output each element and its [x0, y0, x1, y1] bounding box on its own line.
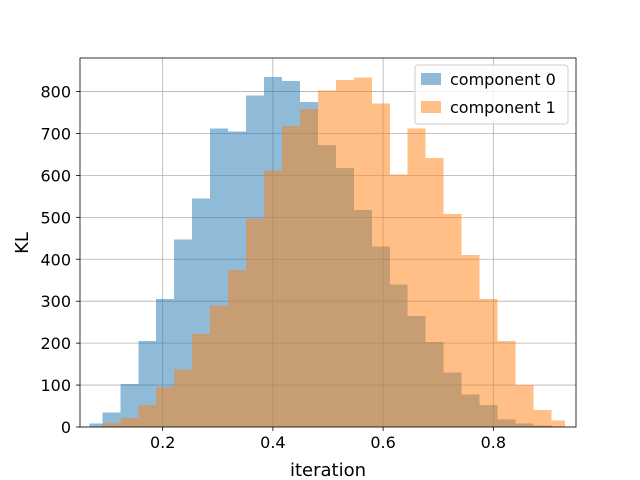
y-tick-label: 300 [40, 292, 71, 311]
plot-frame [79, 57, 577, 428]
bar-component-1 [246, 218, 265, 427]
bar-component-1 [228, 269, 247, 427]
legend-swatch-component-1 [421, 101, 441, 113]
legend-box [414, 64, 569, 125]
y-axis-label: KL [12, 232, 33, 254]
bar-component-1 [533, 410, 552, 427]
axis-ticks: 0.2 0.4 0.6 0.8 0 100 200 300 400 500 600 700 800 [40, 83, 506, 452]
bar-component-1 [371, 103, 390, 427]
bar-component-1 [210, 305, 229, 427]
y-tick-label: 400 [40, 250, 71, 269]
bar-component-1 [551, 420, 565, 427]
legend-label-component-1: component 1 [450, 98, 556, 117]
x-axis-label: iteration [290, 460, 366, 480]
bar-component-0 [120, 384, 139, 427]
bar-component-1 [353, 77, 372, 428]
bar-component-1 [299, 109, 318, 428]
y-tick-label: 800 [40, 83, 71, 102]
bar-component-0 [102, 412, 121, 427]
y-tick-label: 600 [40, 166, 71, 185]
y-tick-label: 700 [40, 124, 71, 143]
bar-component-1 [479, 299, 498, 427]
bar-component-1 [461, 255, 480, 427]
y-tick-label: 200 [40, 334, 71, 353]
bar-component-1 [443, 213, 462, 427]
bar-component-1 [407, 128, 426, 428]
bar-component-1 [515, 385, 534, 427]
x-tick-label: 0.4 [260, 433, 285, 452]
bar-component-1 [281, 125, 300, 428]
x-tick-label: 0.6 [370, 433, 395, 452]
bar-component-1 [174, 369, 193, 427]
y-tick-label: 0 [61, 418, 71, 437]
bar-component-1 [120, 417, 139, 427]
histogram-bars [89, 76, 565, 428]
bar-component-0 [89, 423, 103, 427]
x-tick-label: 0.8 [481, 433, 506, 452]
bar-component-1 [425, 157, 444, 427]
bar-component-1 [138, 404, 157, 427]
bar-component-1 [335, 79, 354, 428]
legend-swatch-component-0 [421, 73, 441, 85]
bar-component-1 [102, 423, 121, 427]
bar-component-1 [156, 387, 175, 427]
bar-component-1 [317, 90, 336, 427]
legend-label-component-0: component 0 [450, 70, 556, 89]
legend: component 0 component 1 [414, 64, 569, 125]
y-tick-label: 500 [40, 208, 71, 227]
bar-component-1 [497, 341, 516, 427]
bar-component-1 [264, 170, 282, 428]
y-tick-label: 100 [40, 376, 71, 395]
x-tick-label: 0.2 [150, 433, 175, 452]
bar-component-1 [192, 333, 211, 427]
bar-component-1 [389, 174, 408, 427]
